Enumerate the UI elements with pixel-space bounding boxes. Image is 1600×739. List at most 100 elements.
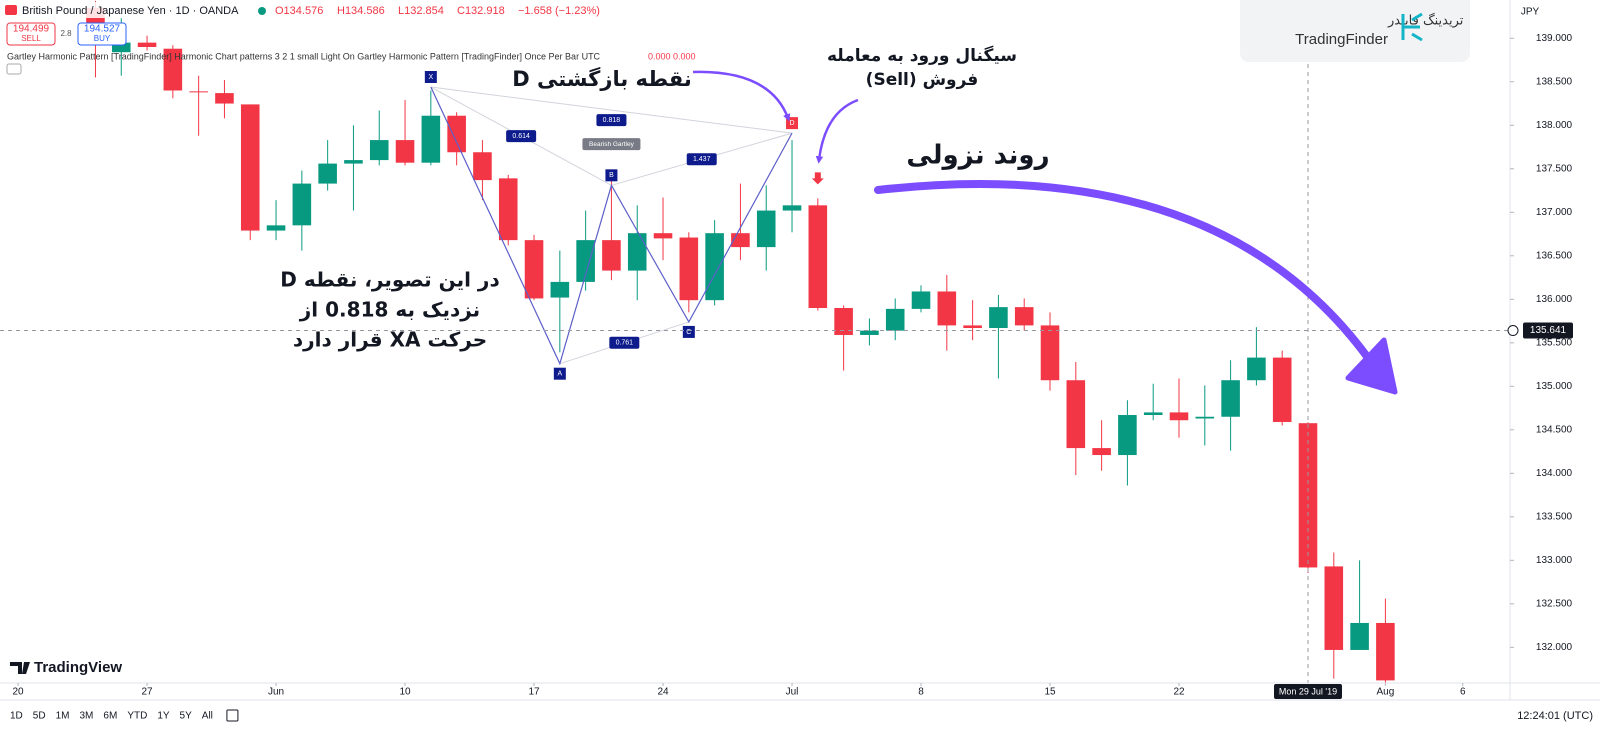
candle-body [137,42,157,47]
buy-button[interactable] [77,22,127,46]
candle-body [1298,423,1318,568]
trend-arrow-head [1345,337,1398,395]
candle-body [653,233,673,239]
y-tick-label: 137.000 [1536,207,1573,218]
indicator-values: 0.000 0.000 [648,51,696,61]
candle-body [550,281,570,298]
timeframe[interactable]: 3M [80,711,94,722]
x-tick-label: 22 [1173,687,1185,698]
explain-note: حرکت XA قرار دارد [293,328,487,352]
candle-body [1221,380,1240,417]
candle-body [1118,415,1137,456]
pattern-ratio-line [430,86,793,134]
pattern-name-box [582,138,641,151]
candle-body [369,140,389,161]
candle-body [1014,307,1034,326]
trend-arrow [874,179,1384,379]
candle-body [498,178,518,241]
timeframe[interactable]: 5Y [180,711,193,722]
candle-body [524,240,544,299]
clock: 12:24:01 (UTC) [1517,710,1593,722]
pattern-point [424,71,437,84]
ratio-box [596,114,627,127]
pattern-point [605,169,618,182]
candle-body [215,93,234,104]
candle-body [473,152,492,181]
timeframe[interactable]: All [202,711,213,722]
x-tick-label: 15 [1044,687,1056,698]
candle-body [1247,357,1266,381]
candle-body [782,205,802,211]
y-tick-label: 138.000 [1536,120,1573,131]
pattern-point-label: D [789,120,794,127]
pattern-point-label: B [609,172,614,179]
explain-note: در این تصویر، نقطه D [280,268,499,292]
candle-body [1169,412,1189,421]
brand: TradingView [10,659,122,676]
pattern-point-label: C [686,329,691,336]
candle-body [189,91,208,93]
symbol: British Pound / Japanese Yen · 1D · OAND… [22,5,239,17]
y-tick-label: 138.500 [1536,76,1573,87]
header: British Pound / Japanese Yen · 1D · OAND… [0,2,696,75]
collapse-button[interactable] [6,63,22,75]
timeframe[interactable]: YTD [127,711,147,722]
timeframe[interactable]: 1Y [157,711,170,722]
y-tick-label: 133.500 [1536,511,1573,522]
y-tick-label: 132.000 [1536,642,1573,653]
sell-button[interactable] [6,22,56,46]
ohlc-low: L132.854 [398,5,444,17]
y-tick-label: 135.000 [1536,381,1573,392]
candle-body [756,210,776,248]
y-tick-label: 136.000 [1536,294,1573,305]
candle-body [602,240,621,271]
timeframe[interactable]: 5D [33,711,46,722]
ohlc-close: C132.918 [457,5,505,17]
x-tick-label: 8 [918,687,924,698]
logo-fa: تریدینگ فایندر [1387,13,1464,29]
trend-note: روند نزولی [906,141,1049,171]
spread: 2.8 [60,29,72,38]
candle-body [1272,357,1292,422]
ratio-box [686,153,717,166]
candle-body [963,325,982,329]
currency: JPY [1521,7,1540,18]
candle-body [705,233,724,301]
candle-body [885,308,905,331]
pattern-point-label: X [429,74,434,81]
candle-body [421,115,441,163]
x-tick-label: 20 [12,687,24,698]
timeframe[interactable]: 1M [56,711,70,722]
timeframe[interactable]: 6M [103,711,117,722]
x-tick-label: 27 [141,687,153,698]
y-tick-label: 135.500 [1536,337,1573,348]
y-tick-label: 133.000 [1536,555,1573,566]
crosshair-plus [1507,325,1519,337]
ohlc-high: H134.586 [337,5,385,17]
pattern-point-label: A [557,371,562,378]
ratio-label: 1.437 [693,156,711,163]
candle-body [1092,448,1111,456]
candle-body [395,140,415,163]
candle-body [937,291,957,326]
candle-body [834,308,853,335]
annotations: نقطه بازگشتی D سیگنال ورود به معامله فرو… [280,45,1398,395]
sell-signal [811,172,824,185]
pattern-point [682,325,695,338]
candle-body [911,291,931,309]
x-tick-label: 10 [399,687,411,698]
timeframe[interactable]: 1D [10,711,23,722]
logo-bg [1240,0,1470,62]
ratio-label: 0.818 [603,117,621,124]
x-tick-label: Aug [1376,687,1394,698]
candle-body [1376,622,1395,681]
crosshair-x-box [1273,684,1342,699]
ohlc-open: O134.576 [275,5,323,17]
calendar-icon [226,709,239,722]
candle-body [111,42,131,53]
pattern-leg [430,86,793,366]
candle-body [1195,416,1215,419]
plot-area: 0.818 0.614 1.437 0.761 Bearish Gartley X A B C D [0,0,1510,683]
candle-body [1324,566,1344,650]
